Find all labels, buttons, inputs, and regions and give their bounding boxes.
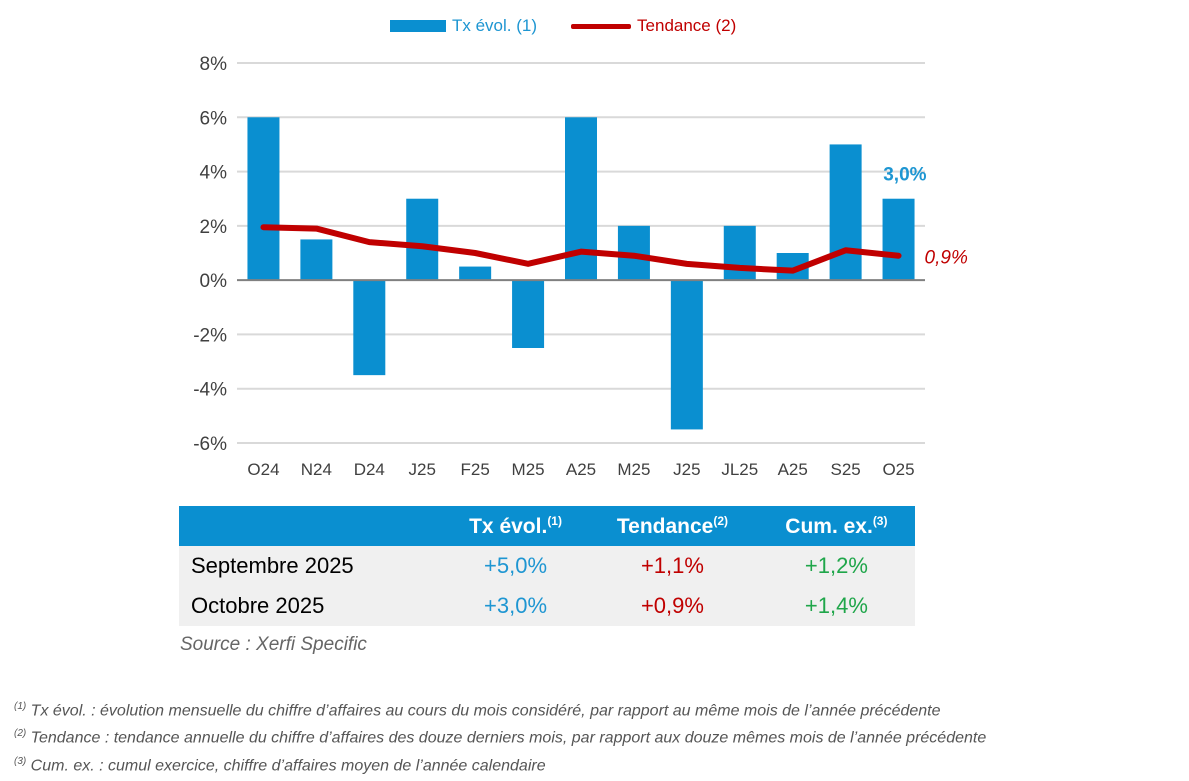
bar <box>670 280 703 430</box>
legend-item-bar: Tx évol. (1) <box>390 16 537 36</box>
y-tick-label: -4% <box>193 380 227 401</box>
footnote: (2) Tendance : tendance annuelle du chif… <box>14 728 987 747</box>
y-tick-label: -2% <box>193 325 227 346</box>
bar <box>247 117 280 281</box>
bar <box>512 280 545 348</box>
x-tick-label: A25 <box>778 460 808 479</box>
legend: Tx évol. (1) Tendance (2) <box>390 16 736 36</box>
x-tick-label: O25 <box>882 460 914 479</box>
x-tick-label: A25 <box>566 460 596 479</box>
x-tick-label: F25 <box>461 460 490 479</box>
x-tick-label: O24 <box>247 460 279 479</box>
legend-label: Tx évol. (1) <box>452 16 538 35</box>
table-row: Octobre 2025 +3,0% +0,9% +1,4% <box>179 586 915 626</box>
bar <box>723 225 756 281</box>
trend-line <box>260 224 902 274</box>
table-row: Septembre 2025 +5,0% +1,1% +1,2% <box>179 546 915 586</box>
line-data-label: 0,9% <box>925 248 968 269</box>
y-tick-label: -6% <box>193 434 227 455</box>
row-label: Octobre 2025 <box>179 586 444 626</box>
x-tick-label: S25 <box>830 460 860 479</box>
bar <box>459 266 492 281</box>
source: Source : Xerfi Specific <box>180 634 367 655</box>
x-tick-label: J25 <box>409 460 436 479</box>
cell-tendance: +1,1% <box>587 546 758 586</box>
bar <box>353 280 386 376</box>
legend-swatch-line <box>571 23 632 29</box>
legend-item-line: Tendance (2) <box>571 16 736 36</box>
x-tick-label: M25 <box>617 460 650 479</box>
x-tick-label: J25 <box>673 460 700 479</box>
cell-tx: +3,0% <box>444 586 588 626</box>
row-label: Septembre 2025 <box>179 546 444 586</box>
bar-data-label: 3,0% <box>883 165 926 186</box>
y-tick-label: 6% <box>200 108 228 129</box>
header-tx: Tx évol.(1) <box>444 506 588 546</box>
footnote: (3) Cum. ex. : cumul exercice, chiffre d… <box>14 755 546 774</box>
cell-cum: +1,4% <box>757 586 915 626</box>
footnote: (1) Tx évol. : évolution mensuelle du ch… <box>14 701 941 720</box>
cell-tendance: +0,9% <box>587 586 758 626</box>
x-tick-label: N24 <box>301 460 332 479</box>
footnotes: (1) Tx évol. : évolution mensuelle du ch… <box>14 695 986 777</box>
header-tendance: Tendance(2) <box>587 506 758 546</box>
x-tick-label: M25 <box>512 460 545 479</box>
bar <box>882 198 915 281</box>
header-empty <box>179 506 444 546</box>
cell-tx: +5,0% <box>444 546 588 586</box>
x-tick-label: JL25 <box>721 460 758 479</box>
y-tick-label: 4% <box>200 163 228 184</box>
bar <box>829 144 862 281</box>
bar <box>406 198 439 281</box>
chart: -6% -4% -2% 0% 2% 4% 6% 8% O24 N24 D24 J25 F25 M25 A25… <box>193 54 968 479</box>
cell-cum: +1,2% <box>757 546 915 586</box>
table-header: Tx évol.(1) Tendance(2) Cum. ex.(3) <box>179 506 915 546</box>
legend-swatch-bar <box>390 20 446 32</box>
bar <box>300 239 333 281</box>
x-tick-label: D24 <box>354 460 385 479</box>
legend-label: Tendance (2) <box>637 16 737 35</box>
y-tick-label: 0% <box>200 271 228 292</box>
summary-table: Tx évol.(1) Tendance(2) Cum. ex.(3) Sept… <box>179 506 915 626</box>
y-tick-label: 2% <box>200 217 228 238</box>
y-tick-label: 8% <box>200 54 228 75</box>
header-cum: Cum. ex.(3) <box>757 506 915 546</box>
